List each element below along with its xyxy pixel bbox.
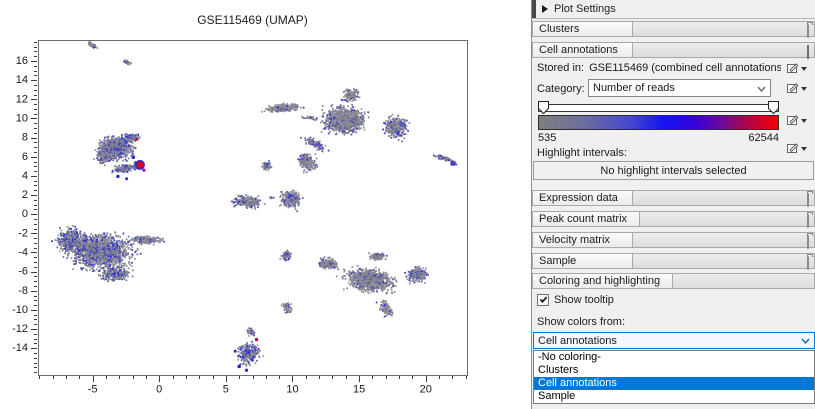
category-edit-button[interactable] [786, 81, 807, 94]
chevron-down-icon [801, 86, 807, 91]
chevron-down-icon [801, 66, 807, 71]
folder-icon[interactable] [807, 24, 809, 38]
pencil-edit-icon [787, 63, 799, 73]
show-tooltip-checkbox[interactable] [537, 294, 549, 306]
dropdown-option-clusters[interactable]: Clusters [534, 364, 814, 377]
category-combobox[interactable]: Number of reads [588, 79, 771, 97]
section-coloring-label: Coloring and highlighting [533, 274, 674, 288]
section-peak-count-matrix-label: Peak count matrix [533, 212, 641, 226]
gradient-value-labels: 535 62544 [538, 132, 779, 144]
umap-scatter-canvas[interactable] [0, 0, 531, 409]
highlight-edit-button[interactable] [786, 141, 807, 154]
minus-icon[interactable] [807, 45, 809, 59]
dropdown-option-cell-annotations[interactable]: Cell annotations [534, 377, 814, 390]
stored-in-row: Stored in: GSE115469 (combined cell anno… [532, 60, 815, 75]
slider-handle-right [768, 101, 779, 115]
dropdown-option-sample[interactable]: Sample [534, 390, 814, 403]
pencil-edit-icon [787, 143, 799, 153]
section-sample[interactable]: Sample [532, 253, 815, 270]
gradient-min-value: 535 [538, 132, 557, 144]
show-colors-dropdown-list: -No coloring- Clusters Cell annotations … [533, 350, 815, 404]
section-velocity-matrix[interactable]: Velocity matrix [532, 232, 815, 249]
highlight-intervals-row: Highlight intervals: [532, 146, 815, 160]
panel-splitter-handle[interactable] [532, 0, 536, 18]
show-tooltip-label: Show tooltip [554, 294, 614, 306]
stored-in-label: Stored in: [537, 61, 585, 74]
chevron-down-icon [801, 118, 807, 123]
gradient-edit-button[interactable] [786, 113, 807, 126]
category-label: Category: [537, 82, 585, 95]
section-clusters-label: Clusters [533, 22, 633, 36]
highlight-intervals-label: Highlight intervals: [537, 147, 627, 159]
folder-icon[interactable] [807, 214, 809, 228]
folder-icon[interactable] [807, 256, 809, 270]
chevron-down-icon [801, 146, 807, 151]
chevron-down-icon [801, 338, 810, 344]
section-sample-label: Sample [533, 254, 633, 268]
stored-in-edit-button[interactable] [786, 61, 807, 74]
header-divider [532, 18, 815, 19]
section-cell-annotations-label: Cell annotations [533, 43, 633, 57]
chevron-down-icon [757, 86, 766, 92]
panel-title: Plot Settings [554, 3, 616, 15]
section-expression-data-label: Expression data [533, 191, 633, 205]
slider-track-and-handles[interactable] [538, 101, 779, 115]
show-colors-combobox[interactable]: Cell annotations [533, 332, 815, 349]
plot-settings-panel: Plot Settings Clusters Cell annotations … [531, 0, 815, 409]
folder-icon[interactable] [807, 235, 809, 249]
section-peak-count-matrix[interactable]: Peak count matrix [532, 211, 815, 228]
category-row: Category: [532, 81, 815, 96]
section-expression-data[interactable]: Expression data [532, 190, 815, 207]
section-velocity-matrix-label: Velocity matrix [533, 233, 633, 247]
pencil-edit-icon [787, 83, 799, 93]
stored-in-value: GSE115469 (combined cell annotations) [589, 61, 782, 74]
show-colors-from-label: Show colors from: [537, 316, 626, 328]
gradient-max-value: 62544 [748, 132, 779, 144]
pencil-edit-icon [787, 115, 799, 125]
show-colors-combobox-value: Cell annotations [538, 334, 617, 347]
right-triangle-icon [542, 5, 548, 13]
dropdown-option-no-coloring[interactable]: -No coloring- [534, 351, 814, 364]
section-clusters[interactable]: Clusters [532, 21, 815, 38]
umap-plot-pane: GSE115469 (UMAP) [0, 0, 531, 409]
checkmark-icon [539, 295, 548, 303]
slider-handle-left [538, 101, 549, 115]
color-range-slider[interactable] [538, 101, 779, 118]
section-cell-annotations[interactable]: Cell annotations [532, 42, 815, 59]
no-highlight-intervals-status: No highlight intervals selected [533, 161, 814, 180]
color-gradient-bar [538, 115, 779, 130]
folder-icon[interactable] [807, 193, 809, 207]
section-coloring-and-highlighting[interactable]: Coloring and highlighting [532, 273, 815, 289]
panel-header[interactable]: Plot Settings [532, 0, 815, 18]
category-combobox-value: Number of reads [593, 82, 675, 94]
show-tooltip-row: Show tooltip [532, 293, 815, 307]
